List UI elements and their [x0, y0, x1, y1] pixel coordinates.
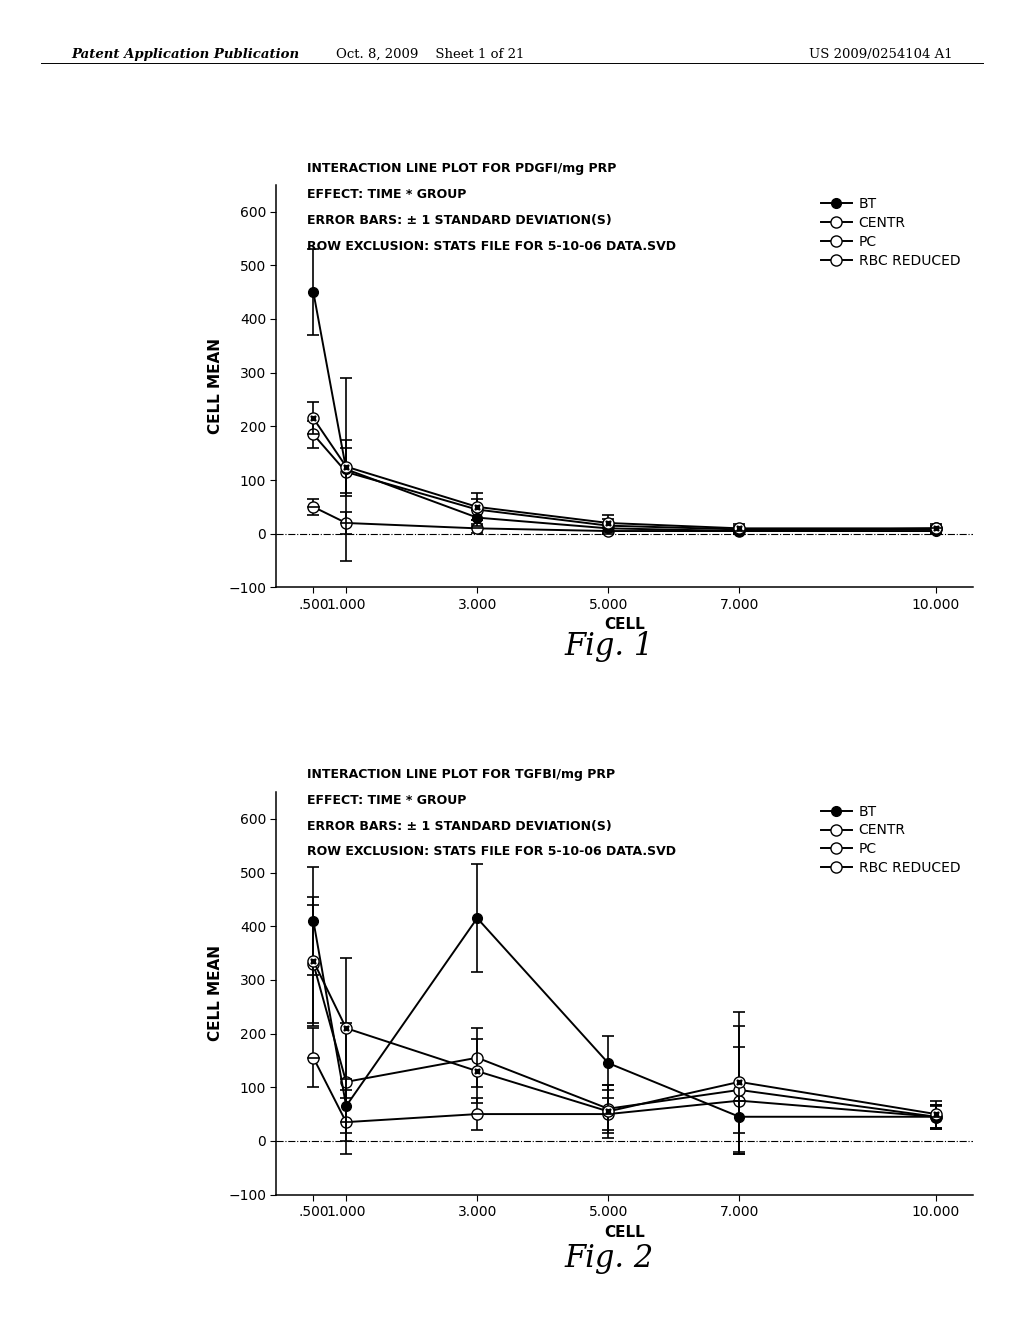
Y-axis label: CELL MEAN: CELL MEAN [208, 945, 222, 1041]
Y-axis label: CELL MEAN: CELL MEAN [208, 338, 222, 434]
X-axis label: CELL: CELL [604, 1225, 645, 1239]
Legend: BT, CENTR, PC, RBC REDUCED: BT, CENTR, PC, RBC REDUCED [816, 799, 966, 880]
Text: ERROR BARS: ± 1 STANDARD DEVIATION(S): ERROR BARS: ± 1 STANDARD DEVIATION(S) [307, 820, 612, 833]
Text: Oct. 8, 2009    Sheet 1 of 21: Oct. 8, 2009 Sheet 1 of 21 [336, 48, 524, 61]
Text: ROW EXCLUSION: STATS FILE FOR 5-10-06 DATA.SVD: ROW EXCLUSION: STATS FILE FOR 5-10-06 DA… [307, 846, 676, 858]
Text: ERROR BARS: ± 1 STANDARD DEVIATION(S): ERROR BARS: ± 1 STANDARD DEVIATION(S) [307, 214, 612, 227]
Text: EFFECT: TIME * GROUP: EFFECT: TIME * GROUP [307, 795, 467, 807]
Text: US 2009/0254104 A1: US 2009/0254104 A1 [809, 48, 952, 61]
Text: EFFECT: TIME * GROUP: EFFECT: TIME * GROUP [307, 187, 467, 201]
Text: INTERACTION LINE PLOT FOR PDGFI/mg PRP: INTERACTION LINE PLOT FOR PDGFI/mg PRP [307, 162, 616, 176]
X-axis label: CELL: CELL [604, 618, 645, 632]
Text: Patent Application Publication: Patent Application Publication [72, 48, 300, 61]
Text: Fig. 1: Fig. 1 [564, 631, 654, 661]
Text: INTERACTION LINE PLOT FOR TGFBI/mg PRP: INTERACTION LINE PLOT FOR TGFBI/mg PRP [307, 768, 615, 781]
Legend: BT, CENTR, PC, RBC REDUCED: BT, CENTR, PC, RBC REDUCED [816, 191, 966, 273]
Text: Fig. 2: Fig. 2 [564, 1243, 654, 1274]
Text: ROW EXCLUSION: STATS FILE FOR 5-10-06 DATA.SVD: ROW EXCLUSION: STATS FILE FOR 5-10-06 DA… [307, 240, 676, 252]
